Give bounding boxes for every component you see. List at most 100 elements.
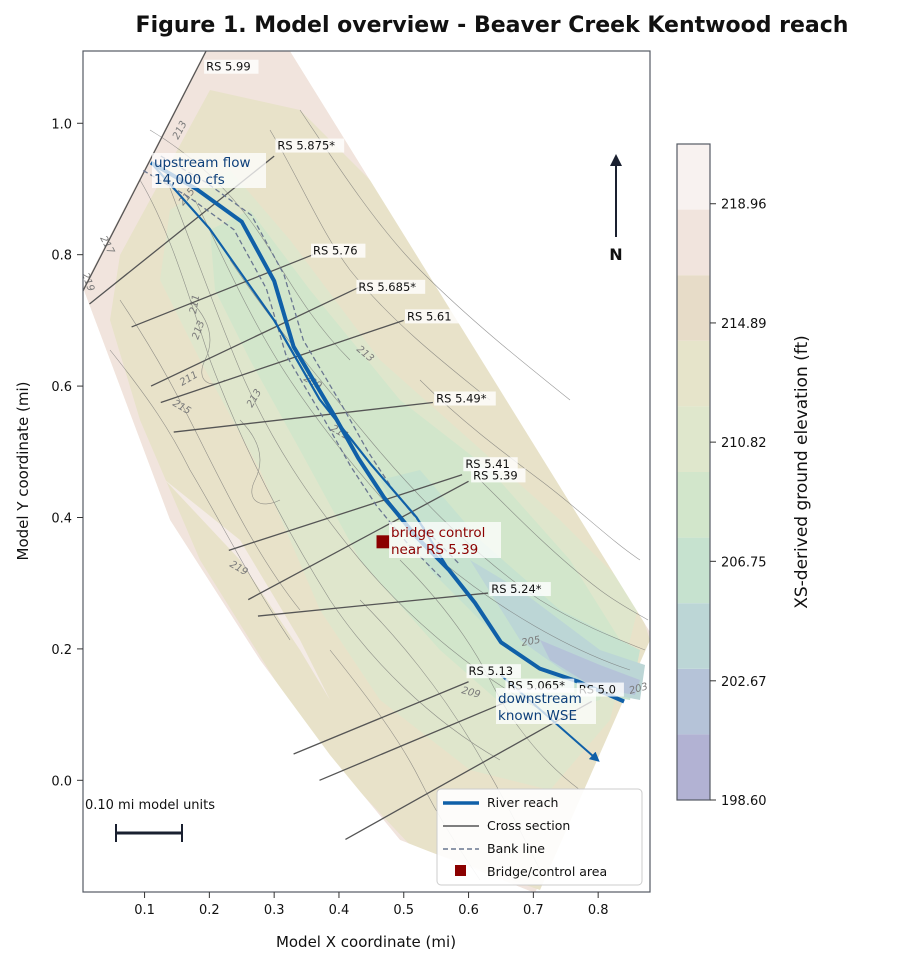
cross-section-line (247, 480, 469, 601)
colorbar: 218.96 214.89 210.82 206.75 202.67 198.60 (676, 143, 767, 809)
plot-frame (82, 50, 651, 893)
cross-sections (83, 51, 592, 841)
cross-section-label: RS 5.24* (491, 582, 542, 596)
bridge-line2: near RS 5.39 (391, 542, 478, 558)
downstream-line2: known WSE (498, 708, 577, 724)
colorbar-tick-label: 210.82 (721, 436, 767, 451)
cross-section-label-bg (489, 582, 551, 597)
cross-section-label: RS 5.875* (277, 139, 335, 153)
colorbar-band (677, 668, 710, 735)
downstream-annotation: downstream known WSE (496, 688, 596, 724)
y-axis-label: Model Y coordinate (mi) (14, 382, 32, 561)
contour-label: 211 (188, 294, 202, 315)
cross-section-label: RS 5.49* (436, 392, 487, 406)
cross-section-line (257, 592, 489, 617)
cross-section-label-bg (463, 457, 518, 472)
chart-title: Figure 1. Model overview - Beaver Creek … (136, 13, 849, 38)
x-tick-label: 0.5 (393, 903, 414, 918)
contour-label: 203 (628, 681, 649, 697)
north-label: N (609, 245, 622, 264)
colorbar-band (677, 472, 710, 538)
y-tick-label: 0.6 (51, 380, 72, 395)
x-axis-label: Model X coordinate (mi) (276, 933, 456, 951)
terrain-white-gap-right (290, 51, 650, 632)
colorbar-band (677, 209, 710, 276)
colorbar-band (677, 340, 710, 407)
cross-section-line (131, 254, 314, 328)
cross-section-label: RS 5.39 (473, 468, 518, 482)
colorbar-band (677, 537, 710, 604)
contour-label: 209 (460, 685, 481, 701)
x-tick-label: 0.6 (458, 903, 479, 918)
cross-section-label-bg (275, 138, 345, 153)
scale-bar-label: 0.10 mi model units (85, 798, 215, 813)
cross-section-labels: RS 5.99 RS 5.875* RS 5.76 RS 5.685* RS 5.61 R… (204, 59, 624, 697)
cross-section-label: RS 5.61 (407, 309, 452, 323)
colorbar-tick-label: 202.67 (721, 675, 767, 690)
colorbar-frame (676, 143, 711, 801)
cross-section-label: RS 5.76 (313, 244, 358, 258)
colorbar-band (677, 406, 710, 472)
colorbar-tick-label: 206.75 (721, 555, 767, 570)
x-tick-label: 0.4 (329, 903, 350, 918)
legend: River reach Cross section Bank line Brid… (436, 788, 643, 886)
upstream-annotation: upstream flow 14,000 cfs (152, 153, 266, 188)
bridge-annotation: bridge control near RS 5.39 (389, 522, 501, 558)
colorbar-band (677, 144, 710, 210)
upstream-line2: 14,000 cfs (154, 172, 225, 188)
cross-section-line (293, 681, 469, 755)
colorbar-band (677, 734, 710, 800)
colorbar-band (677, 603, 710, 669)
cross-section-label-bg (405, 309, 460, 324)
terrain-white-gap (83, 51, 205, 288)
legend-cross-section: Cross section (487, 818, 570, 833)
bridge-control-marker (376, 535, 390, 549)
x-tick-label: 0.3 (264, 903, 285, 918)
x-tick-label: 0.7 (523, 903, 544, 918)
colorbar-label: XS-derived ground elevation (ft) (792, 335, 812, 609)
legend-bridge: Bridge/control area (487, 864, 607, 879)
y-tick-label: 0.0 (51, 774, 72, 789)
terrain-surface: 213 215 217 219 211 213 211 215 213 209 … (83, 51, 650, 892)
x-tick-label: 0.2 (199, 903, 220, 918)
cross-section-label-bg (204, 59, 259, 74)
river-channel-branch (150, 161, 451, 571)
terrain-white-gap-bottom (83, 288, 533, 892)
scale-bar: 0.10 mi model units (85, 798, 215, 842)
cross-section-line (345, 700, 592, 841)
cross-section-label: RS 5.41 (465, 457, 510, 471)
colorbar-band (677, 275, 710, 341)
x-axis: 0.1 0.2 0.3 0.4 0.5 0.6 0.7 0.8 (134, 892, 609, 918)
cross-section-label-bg (356, 279, 426, 294)
cross-section-label-bg (434, 391, 496, 406)
cross-section-label: RS 5.685* (358, 280, 416, 294)
y-axis: 0.0 0.2 0.4 0.6 0.8 1.0 (51, 117, 83, 789)
y-tick-label: 0.8 (51, 249, 72, 264)
river-reach-line (149, 160, 625, 704)
contour-label: 205 (521, 635, 542, 649)
bank-line-right (142, 170, 442, 579)
downstream-line1: downstream (498, 691, 582, 707)
cross-section-label-bg (311, 243, 366, 258)
x-tick-label: 0.1 (134, 903, 155, 918)
legend-river-reach: River reach (487, 795, 558, 810)
legend-bank-line: Bank line (487, 841, 545, 856)
cross-section-label-bg (466, 664, 521, 679)
cross-section-label: RS 5.13 (469, 664, 514, 678)
upstream-line1: upstream flow (154, 155, 251, 171)
x-tick-label: 0.8 (588, 903, 609, 918)
cross-section-line (173, 401, 433, 433)
y-tick-label: 1.0 (51, 117, 72, 132)
colorbar-tick-label: 218.96 (721, 198, 767, 213)
cross-section-line (228, 474, 463, 551)
colorbar-tick-label: 214.89 (721, 317, 767, 332)
y-tick-label: 0.2 (51, 643, 72, 658)
bank-lines (142, 155, 460, 579)
bank-line-left (160, 155, 460, 564)
y-tick-label: 0.4 (51, 511, 72, 526)
terrain-zone-low (540, 640, 640, 695)
cross-section-line (319, 700, 508, 781)
north-arrow: N (609, 154, 623, 264)
bridge-line1: bridge control (391, 525, 485, 541)
